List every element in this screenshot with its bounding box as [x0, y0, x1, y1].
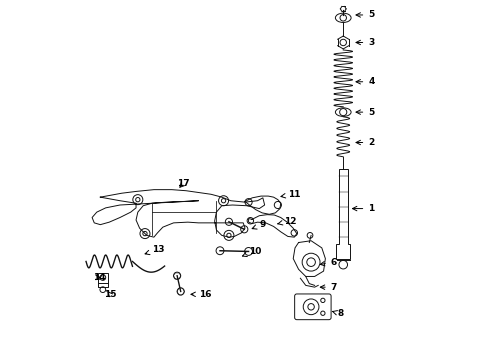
Text: 17: 17 — [177, 179, 190, 188]
Text: 8: 8 — [332, 310, 344, 319]
Text: 1: 1 — [352, 204, 374, 213]
Text: 14: 14 — [93, 273, 106, 282]
Text: 16: 16 — [191, 290, 211, 299]
Text: 5: 5 — [356, 108, 374, 117]
Text: 10: 10 — [243, 247, 261, 257]
Text: 6: 6 — [320, 258, 337, 267]
Text: 9: 9 — [252, 220, 266, 229]
Text: 11: 11 — [281, 190, 300, 199]
Text: 13: 13 — [145, 245, 165, 255]
Text: 15: 15 — [104, 290, 117, 299]
Text: 2: 2 — [356, 138, 374, 147]
Text: 5: 5 — [356, 10, 374, 19]
Text: 7: 7 — [320, 283, 337, 292]
Text: 3: 3 — [356, 38, 374, 47]
Text: 4: 4 — [356, 77, 375, 86]
Text: 12: 12 — [278, 217, 296, 226]
